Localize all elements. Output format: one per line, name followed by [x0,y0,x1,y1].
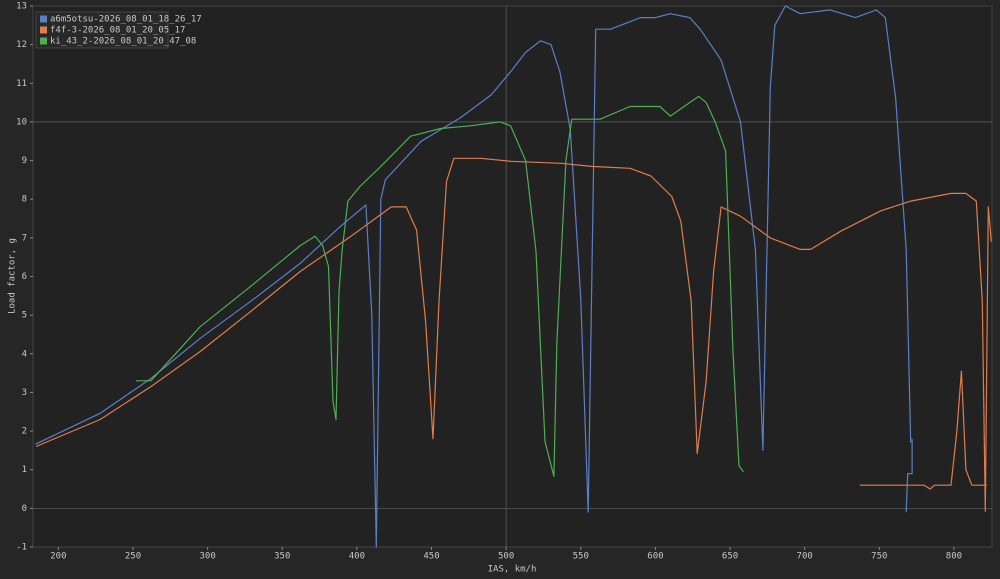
y-tick-label: 2 [22,427,27,437]
legend-label: ki_43_2-2026_08_01_20_47_08 [50,37,196,47]
series-line [35,5,913,548]
x-tick-label: 450 [423,552,439,562]
legend-swatch [40,15,47,23]
x-tick-label: 750 [871,552,887,562]
x-tick-label: 400 [349,552,365,562]
x-tick-label: 600 [647,552,663,562]
legend-swatch [40,26,47,34]
y-tick-label: 10 [16,117,27,127]
legend-swatch [40,37,47,45]
x-tick-label: 500 [498,552,514,562]
y-tick-label: 6 [22,272,27,282]
x-tick-label: 350 [274,552,290,562]
x-tick-label: 200 [50,552,66,562]
y-axis-label: Load factor, g [8,238,18,314]
y-tick-label: 9 [22,156,27,166]
y-tick-label: 11 [16,79,27,89]
y-tick-label: 1 [22,465,27,475]
y-tick-label: -1 [16,543,27,553]
x-tick-label: 300 [200,552,216,562]
y-tick-label: 0 [22,504,27,514]
x-tick-label: 650 [722,552,738,562]
x-tick-label: 700 [797,552,813,562]
legend-label: f4f-3-2026_08_01_20_05_17 [50,26,185,36]
legend-box [35,11,169,49]
y-tick-label: 8 [22,195,27,205]
plot-area [32,5,993,548]
grid [33,6,992,547]
y-tick-label: 13 [16,2,27,12]
legend-label: a6m5otsu-2026_08_01_18_26_17 [50,15,202,25]
series-line [136,95,744,477]
y-tick-label: 3 [22,388,27,398]
legend: a6m5otsu-2026_08_01_18_26_17f4f-3-2026_0… [35,11,202,49]
series-line [35,157,992,512]
x-axis-label: IAS, km/h [488,565,537,575]
y-tick-label: 12 [16,40,27,50]
x-tick-label: 250 [125,552,141,562]
y-tick-label: 7 [22,233,27,243]
x-tick-label: 800 [946,552,962,562]
y-tick-label: 5 [22,311,27,321]
y-tick-label: 4 [22,349,27,359]
x-tick-label: 550 [573,552,589,562]
